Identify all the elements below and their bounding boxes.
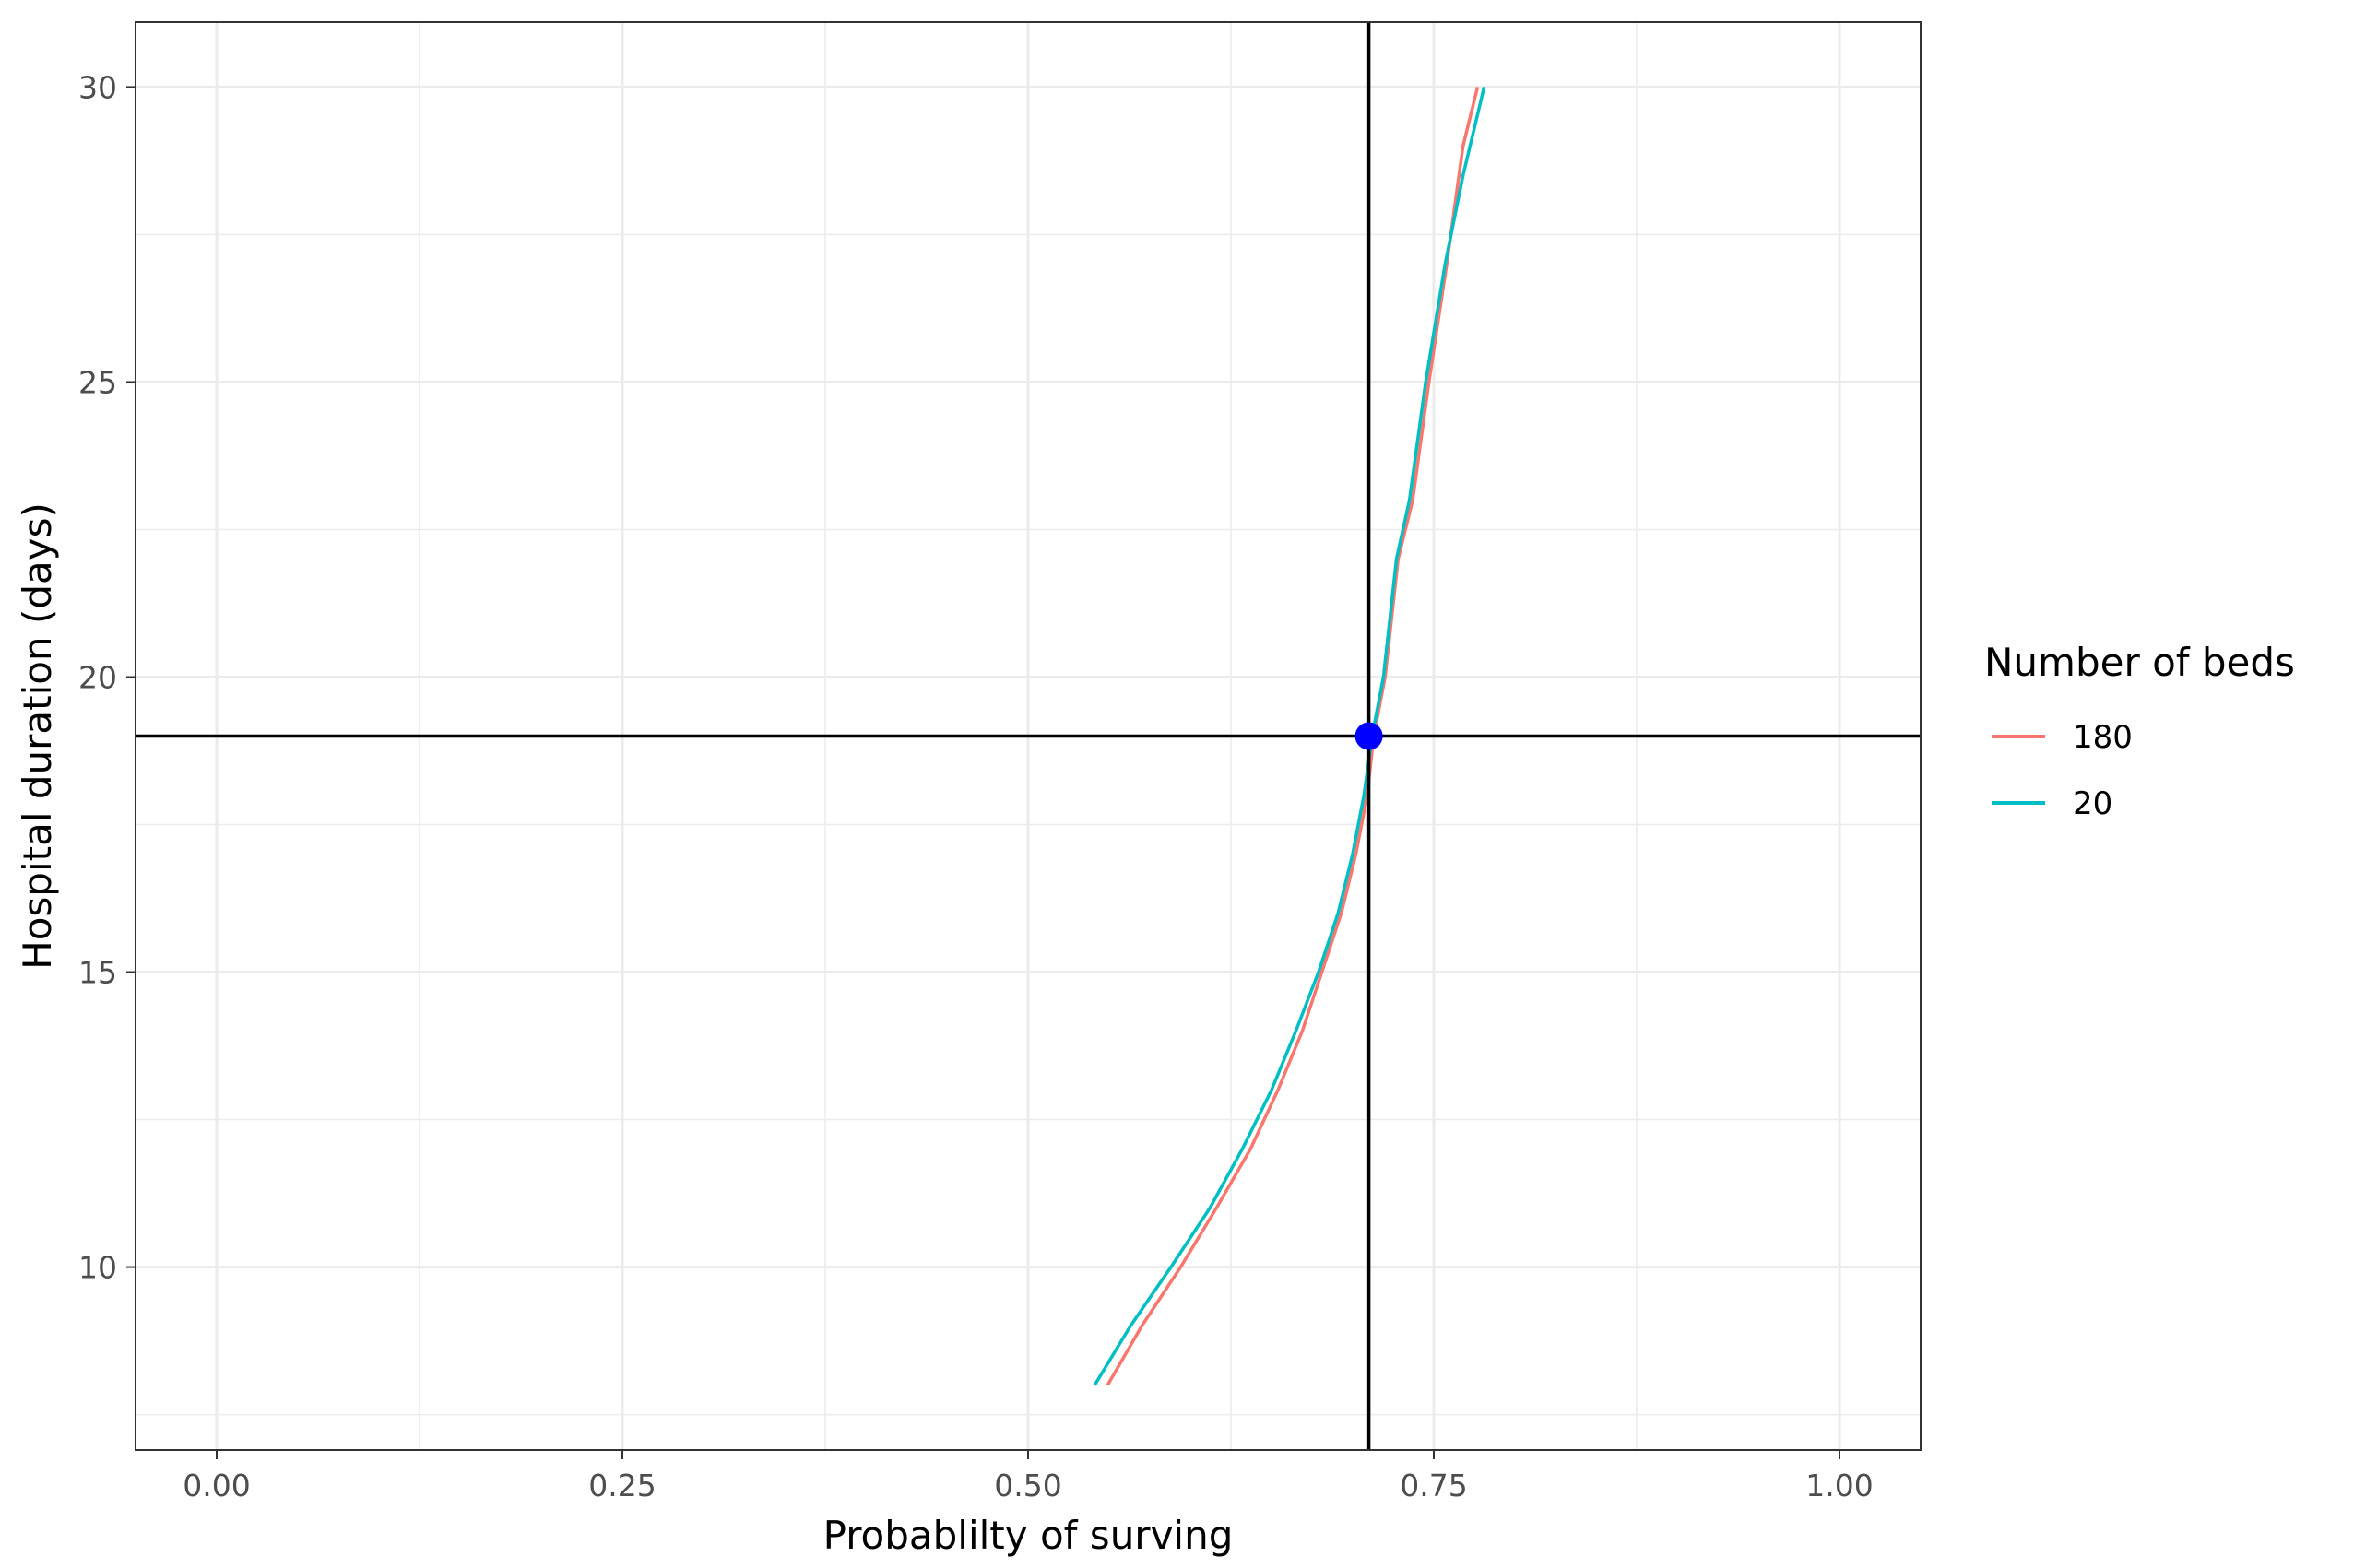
highlight-point (1354, 722, 1383, 750)
y-tick-label: 20 (78, 659, 117, 695)
legend-title: Number of beds (1984, 640, 2295, 685)
series-line-180 (1106, 86, 1480, 1386)
x-tick-label: 1.00 (1805, 1468, 1873, 1503)
series-line-20 (1093, 86, 1486, 1386)
legend-label-180: 180 (2073, 719, 2133, 756)
axes: 0.00 0.25 0.50 0.75 1.00 10 15 20 25 30 (78, 69, 1874, 1503)
x-tick-label: 0.00 (183, 1468, 250, 1503)
reference-lines (136, 22, 1921, 1450)
y-tick-label: 30 (78, 69, 117, 105)
x-tick-label: 0.75 (1400, 1468, 1467, 1503)
legend: Number of beds 180 20 (1984, 640, 2295, 822)
y-tick-label: 10 (78, 1250, 117, 1286)
x-axis-title: Probablilty of surving (823, 1513, 1234, 1558)
legend-label-20: 20 (2073, 785, 2112, 822)
x-tick-label: 0.50 (994, 1468, 1061, 1503)
data-layer (1093, 86, 1486, 1386)
y-tick-label: 15 (78, 955, 117, 991)
y-tick-label: 25 (78, 364, 117, 400)
x-tick-label: 0.25 (588, 1468, 656, 1503)
y-axis-title: Hospital duration (days) (15, 502, 60, 970)
